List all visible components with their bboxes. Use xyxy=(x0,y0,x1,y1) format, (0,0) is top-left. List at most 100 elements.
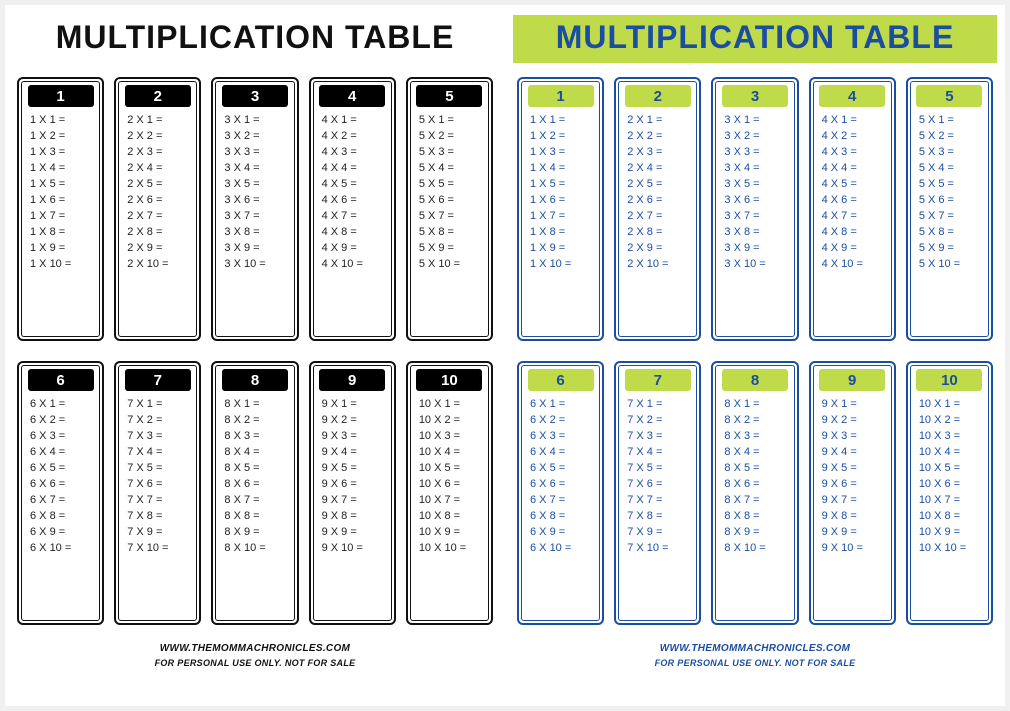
equation: 9 X 6 = xyxy=(822,479,889,490)
times-card-3: 33 X 1 =3 X 2 =3 X 3 =3 X 4 =3 X 5 =3 X … xyxy=(211,77,298,341)
times-card-7: 77 X 1 =7 X 2 =7 X 3 =7 X 4 =7 X 5 =7 X … xyxy=(614,361,701,625)
times-card-3: 33 X 1 =3 X 2 =3 X 3 =3 X 4 =3 X 5 =3 X … xyxy=(711,77,798,341)
equation: 1 X 6 = xyxy=(30,195,97,206)
equation: 7 X 9 = xyxy=(627,527,694,538)
equation: 3 X 7 = xyxy=(224,211,291,222)
equation: 6 X 3 = xyxy=(530,431,597,442)
equation: 6 X 8 = xyxy=(530,511,597,522)
equation: 1 X 10 = xyxy=(530,259,597,270)
equation: 7 X 4 = xyxy=(627,447,694,458)
footer: WWW.THEMOMMACHRONICLES.COMFOR PERSONAL U… xyxy=(655,643,856,668)
title-banner: MULTIPLICATION TABLE xyxy=(13,15,497,63)
equation: 8 X 10 = xyxy=(224,543,291,554)
equation: 6 X 7 = xyxy=(30,495,97,506)
equation: 10 X 10 = xyxy=(419,543,486,554)
equation: 3 X 5 = xyxy=(224,179,291,190)
equation: 7 X 7 = xyxy=(627,495,694,506)
equation: 5 X 7 = xyxy=(419,211,486,222)
card-row: 66 X 1 =6 X 2 =6 X 3 =6 X 4 =6 X 5 =6 X … xyxy=(517,361,993,625)
equation: 1 X 5 = xyxy=(30,179,97,190)
equation: 7 X 6 = xyxy=(127,479,194,490)
equation: 3 X 9 = xyxy=(724,243,791,254)
equation: 9 X 2 = xyxy=(322,415,389,426)
equation: 5 X 6 = xyxy=(919,195,986,206)
equation: 2 X 6 = xyxy=(627,195,694,206)
equations-list: 4 X 1 =4 X 2 =4 X 3 =4 X 4 =4 X 5 =4 X 6… xyxy=(316,115,389,270)
equation: 8 X 3 = xyxy=(224,431,291,442)
equation: 8 X 5 = xyxy=(724,463,791,474)
equation: 4 X 5 = xyxy=(322,179,389,190)
equation: 8 X 2 = xyxy=(224,415,291,426)
equation: 5 X 9 = xyxy=(919,243,986,254)
footer-note: FOR PERSONAL USE ONLY. NOT FOR SALE xyxy=(655,658,856,668)
equation: 7 X 1 = xyxy=(627,399,694,410)
equation: 10 X 1 = xyxy=(919,399,986,410)
equation: 3 X 8 = xyxy=(224,227,291,238)
equation: 10 X 9 = xyxy=(919,527,986,538)
equation: 4 X 6 = xyxy=(822,195,889,206)
equation: 9 X 10 = xyxy=(322,543,389,554)
equations-list: 5 X 1 =5 X 2 =5 X 3 =5 X 4 =5 X 5 =5 X 6… xyxy=(913,115,986,270)
equation: 2 X 4 = xyxy=(627,163,694,174)
equations-list: 3 X 1 =3 X 2 =3 X 3 =3 X 4 =3 X 5 =3 X 6… xyxy=(718,115,791,270)
equation: 2 X 4 = xyxy=(127,163,194,174)
equation: 4 X 3 = xyxy=(322,147,389,158)
equation: 5 X 4 = xyxy=(919,163,986,174)
equation: 6 X 10 = xyxy=(530,543,597,554)
equations-list: 3 X 1 =3 X 2 =3 X 3 =3 X 4 =3 X 5 =3 X 6… xyxy=(218,115,291,270)
equation: 3 X 10 = xyxy=(224,259,291,270)
equation: 1 X 3 = xyxy=(530,147,597,158)
equation: 2 X 7 = xyxy=(627,211,694,222)
equation: 3 X 3 = xyxy=(224,147,291,158)
equation: 9 X 6 = xyxy=(322,479,389,490)
equations-list: 6 X 1 =6 X 2 =6 X 3 =6 X 4 =6 X 5 =6 X 6… xyxy=(24,399,97,554)
equation: 9 X 7 = xyxy=(322,495,389,506)
equation: 4 X 9 = xyxy=(822,243,889,254)
card-header: 4 xyxy=(319,85,385,107)
equation: 4 X 3 = xyxy=(822,147,889,158)
equation: 2 X 2 = xyxy=(127,131,194,142)
equations-list: 2 X 1 =2 X 2 =2 X 3 =2 X 4 =2 X 5 =2 X 6… xyxy=(621,115,694,270)
equation: 4 X 2 = xyxy=(322,131,389,142)
equation: 7 X 1 = xyxy=(127,399,194,410)
equation: 6 X 6 = xyxy=(530,479,597,490)
equation: 1 X 2 = xyxy=(530,131,597,142)
equation: 1 X 8 = xyxy=(30,227,97,238)
equations-list: 7 X 1 =7 X 2 =7 X 3 =7 X 4 =7 X 5 =7 X 6… xyxy=(121,399,194,554)
card-header: 2 xyxy=(625,85,691,107)
card-header: 6 xyxy=(528,369,594,391)
card-header: 9 xyxy=(819,369,885,391)
card-header: 1 xyxy=(28,85,94,107)
equation: 6 X 2 = xyxy=(530,415,597,426)
equation: 1 X 5 = xyxy=(530,179,597,190)
equation: 3 X 10 = xyxy=(724,259,791,270)
equation: 3 X 1 = xyxy=(724,115,791,126)
page-color: MULTIPLICATION TABLE11 X 1 =1 X 2 =1 X 3… xyxy=(505,5,1005,706)
equation: 5 X 7 = xyxy=(919,211,986,222)
equation: 4 X 10 = xyxy=(822,259,889,270)
times-card-1: 11 X 1 =1 X 2 =1 X 3 =1 X 4 =1 X 5 =1 X … xyxy=(517,77,604,341)
equation: 1 X 1 = xyxy=(530,115,597,126)
equation: 5 X 8 = xyxy=(419,227,486,238)
equation: 9 X 1 = xyxy=(322,399,389,410)
equation: 6 X 2 = xyxy=(30,415,97,426)
equation: 7 X 3 = xyxy=(627,431,694,442)
equation: 5 X 10 = xyxy=(419,259,486,270)
equation: 1 X 1 = xyxy=(30,115,97,126)
equation: 5 X 5 = xyxy=(419,179,486,190)
equation: 4 X 6 = xyxy=(322,195,389,206)
equation: 6 X 6 = xyxy=(30,479,97,490)
times-card-6: 66 X 1 =6 X 2 =6 X 3 =6 X 4 =6 X 5 =6 X … xyxy=(517,361,604,625)
equation: 2 X 6 = xyxy=(127,195,194,206)
times-card-2: 22 X 1 =2 X 2 =2 X 3 =2 X 4 =2 X 5 =2 X … xyxy=(114,77,201,341)
equation: 5 X 4 = xyxy=(419,163,486,174)
equations-list: 5 X 1 =5 X 2 =5 X 3 =5 X 4 =5 X 5 =5 X 6… xyxy=(413,115,486,270)
card-header: 1 xyxy=(528,85,594,107)
equation: 2 X 3 = xyxy=(127,147,194,158)
equation: 6 X 5 = xyxy=(30,463,97,474)
equation: 6 X 9 = xyxy=(30,527,97,538)
times-card-8: 88 X 1 =8 X 2 =8 X 3 =8 X 4 =8 X 5 =8 X … xyxy=(711,361,798,625)
equation: 4 X 9 = xyxy=(322,243,389,254)
equation: 10 X 4 = xyxy=(419,447,486,458)
equation: 8 X 9 = xyxy=(224,527,291,538)
